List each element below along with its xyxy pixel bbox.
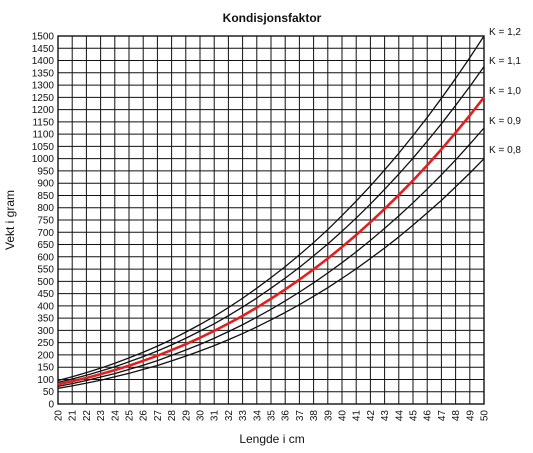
y-tick-label: 1150 <box>32 117 54 128</box>
x-tick-label: 34 <box>252 410 263 422</box>
y-tick-label: 1200 <box>32 105 55 116</box>
y-tick-label: 350 <box>37 314 54 325</box>
curve-label: K = 0,8 <box>489 145 521 156</box>
x-tick-label: 23 <box>96 410 107 422</box>
y-tick-label: 700 <box>37 228 54 239</box>
series-line <box>57 158 485 389</box>
x-tick-label: 26 <box>139 410 150 422</box>
grid-lines <box>57 35 485 405</box>
x-tick-label: 47 <box>437 410 448 422</box>
y-tick-label: 1050 <box>32 142 55 153</box>
y-tick-label: 550 <box>37 265 54 276</box>
series-line <box>57 127 485 387</box>
y-tick-label: 300 <box>37 326 54 337</box>
y-tick-label: 1350 <box>32 68 55 79</box>
y-tick-label: 450 <box>37 289 54 300</box>
plot-frame <box>57 35 485 405</box>
x-tick-label: 24 <box>110 410 121 422</box>
x-tick-label: 29 <box>181 410 192 422</box>
x-tick-label: 39 <box>323 410 334 422</box>
curve-label: K = 0,9 <box>489 116 521 127</box>
x-tick-label: 20 <box>54 410 65 422</box>
x-tick-label: 22 <box>82 410 93 422</box>
x-tick-label: 35 <box>267 410 278 422</box>
x-tick-label: 40 <box>338 410 349 422</box>
x-axis-label: Lengde i cm <box>239 432 304 446</box>
curve-label: K = 1,2 <box>489 27 521 38</box>
y-tick-label: 1100 <box>32 130 54 141</box>
tick-labels: 20 21 22 23 24 25 26 27 28 29 30 31 32 33 34 35 36 37 38 39… <box>32 32 491 422</box>
y-tick-label: 0 <box>48 400 54 411</box>
y-tick-label: 1400 <box>32 56 55 67</box>
x-tick-label: 37 <box>295 410 306 422</box>
series-lines <box>57 35 486 389</box>
x-tick-label: 27 <box>153 410 164 422</box>
y-tick-label: 1500 <box>32 32 55 43</box>
x-tick-label: 38 <box>309 410 320 422</box>
y-tick-label: 950 <box>37 166 54 177</box>
y-tick-label: 1000 <box>32 154 55 165</box>
y-tick-label: 150 <box>37 363 54 374</box>
curve-label: K = 1,0 <box>489 86 521 97</box>
y-tick-label: 1300 <box>32 81 55 92</box>
y-tick-label: 1450 <box>32 44 55 55</box>
curve-labels: K = 1,2 K = 1,1 K = 1,0 K = 0,9 K = 0,8 <box>489 27 521 156</box>
x-tick-label: 33 <box>238 410 249 422</box>
series-line <box>57 96 486 386</box>
y-tick-label: 100 <box>37 375 54 386</box>
x-tick-label: 46 <box>423 410 434 422</box>
x-tick-label: 43 <box>380 410 391 422</box>
x-tick-label: 21 <box>68 410 79 422</box>
y-tick-label: 250 <box>37 338 54 349</box>
series-line <box>57 35 485 382</box>
x-tick-label: 48 <box>451 410 462 422</box>
y-tick-label: 50 <box>43 387 55 398</box>
y-tick-label: 900 <box>37 179 54 190</box>
y-tick-label: 500 <box>37 277 54 288</box>
y-tick-label: 600 <box>37 252 54 263</box>
x-tick-label: 32 <box>224 410 235 422</box>
y-axis-label: Vekt i gram <box>3 190 17 250</box>
x-tick-label: 45 <box>409 410 420 422</box>
chart-title: Kondisjonsfaktor <box>223 11 322 25</box>
curve-label: K = 1,1 <box>489 56 521 67</box>
y-tick-label: 200 <box>37 350 54 361</box>
x-tick-label: 25 <box>125 410 136 422</box>
x-tick-label: 28 <box>167 410 178 422</box>
x-tick-label: 41 <box>352 410 363 422</box>
x-tick-label: 36 <box>281 410 292 422</box>
y-tick-label: 850 <box>37 191 54 202</box>
x-tick-label: 49 <box>465 410 476 422</box>
y-tick-label: 1250 <box>32 93 55 104</box>
x-tick-label: 30 <box>196 410 207 422</box>
y-tick-label: 400 <box>37 301 54 312</box>
x-tick-label: 42 <box>366 410 377 422</box>
y-tick-label: 800 <box>37 203 54 214</box>
series-line <box>57 66 485 384</box>
y-tick-label: 750 <box>37 216 54 227</box>
x-tick-label: 50 <box>480 410 491 422</box>
x-tick-label: 44 <box>394 410 405 422</box>
y-tick-label: 650 <box>37 240 54 251</box>
x-tick-label: 31 <box>210 410 221 422</box>
